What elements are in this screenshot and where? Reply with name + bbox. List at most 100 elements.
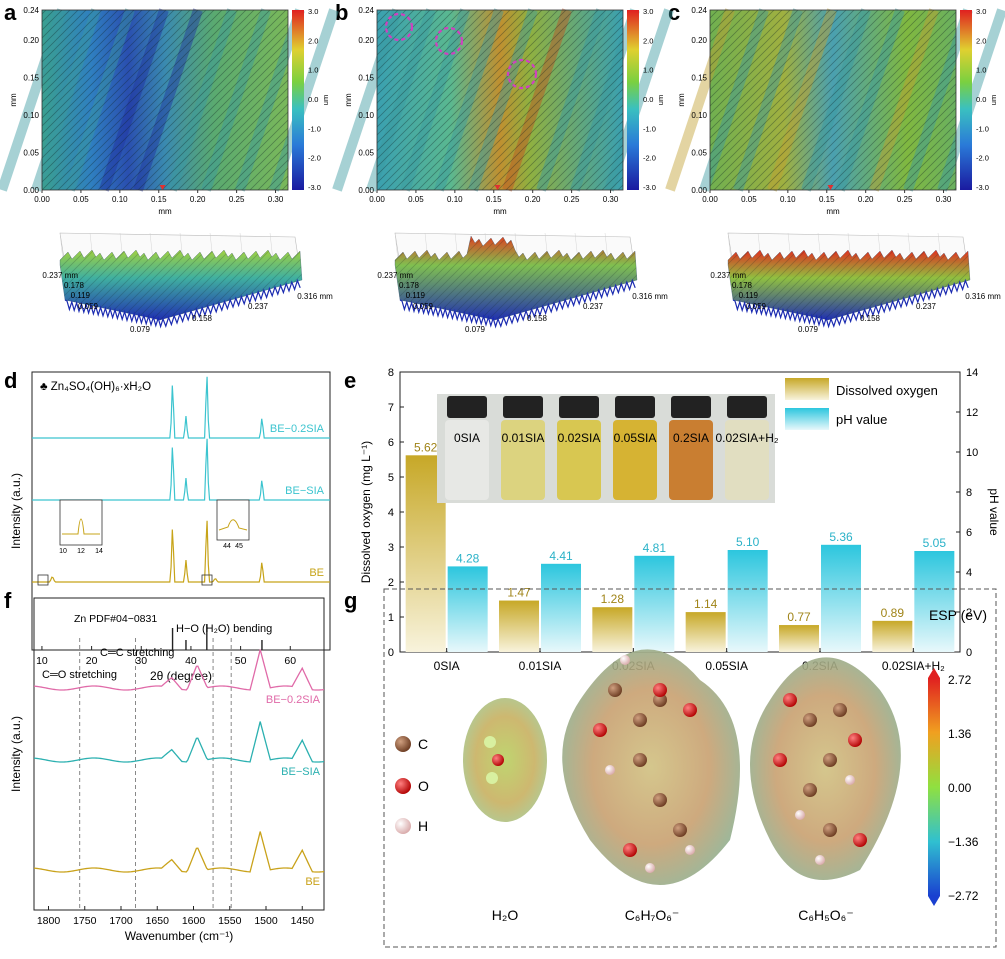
colorbar-tick-label: -1.0 xyxy=(976,124,989,133)
ftir-trace-label: BE−0.2SIA xyxy=(266,694,321,706)
data-label-dissolved-oxygen: 1.47 xyxy=(507,586,531,600)
map-y-axis-label: mm xyxy=(677,93,686,107)
surface-x-tick: 0.158 xyxy=(527,314,548,323)
esp-cloud-c6h7o6 xyxy=(562,649,740,885)
xrd-inset-left xyxy=(59,499,103,546)
data-label-dissolved-oxygen: 0.77 xyxy=(787,610,811,624)
highlight-circle xyxy=(384,12,414,42)
atom xyxy=(605,765,615,775)
esp-panel: C O H H₂O C₆H₇O₆⁻ C₆H₅O₆⁻ ESP (eV) 2.72 1.36 0.00… xyxy=(383,588,997,948)
surface-y-tick: 0.059 xyxy=(413,302,434,311)
map-y-tick-label: 0.05 xyxy=(358,149,374,158)
surface-y-tick: 0.178 xyxy=(732,281,753,290)
map-y-axis-label: mm xyxy=(9,93,18,107)
xrd-axes: 10 20 30 40 50 60 2θ (degree) Intensity (a.u.) ♣… xyxy=(9,371,331,683)
data-label-ph: 4.28 xyxy=(456,551,480,565)
molecule-label: C₆H₅O₆⁻ xyxy=(798,907,853,923)
x-tick-label: 0.02SIA+H₂ xyxy=(882,659,945,673)
bar-ph-value xyxy=(541,563,581,652)
colorbar-tick-label: 1.0 xyxy=(976,66,986,75)
ftir-x-tick-label: 1650 xyxy=(146,915,170,927)
map-frame xyxy=(41,9,289,191)
vial-label: 0.02SIA+H₂ xyxy=(715,431,778,445)
map-x-tick-label: 0.10 xyxy=(112,195,128,204)
vial-body xyxy=(501,420,545,500)
xrd-plot: 10 20 30 40 50 60 2θ (degree) Intensity (a.u.) ♣… xyxy=(9,371,331,683)
data-label-dissolved-oxygen: 1.28 xyxy=(601,592,625,606)
map-x-tick-label: 0.05 xyxy=(73,195,89,204)
map-y-tick-label: 0.05 xyxy=(691,149,707,158)
xrd-inset-right-trace xyxy=(218,519,248,531)
map-x-tick-label: 0.15 xyxy=(151,195,167,204)
surface-x-tick: 0.079 xyxy=(130,325,151,334)
map-y-tick-label: 0.24 xyxy=(23,6,39,15)
xrd-x-tick-label: 40 xyxy=(185,655,197,667)
atom xyxy=(815,855,825,865)
atom xyxy=(823,823,837,837)
map-x-tick-label: 0.00 xyxy=(702,195,718,204)
map-marker xyxy=(159,185,166,190)
xrd-x-axis-label: 2θ (degree) xyxy=(150,669,212,683)
ftir-x-tick-label: 1550 xyxy=(218,915,242,927)
colorbar-unit: um xyxy=(321,95,330,105)
surface-x-tick: 0.079 xyxy=(465,325,486,334)
map-colorbar xyxy=(292,10,304,190)
map-x-tick-label: 0.30 xyxy=(603,195,619,204)
ftir-x-tick-label: 1500 xyxy=(254,915,278,927)
colorbar-unit: um xyxy=(656,95,665,105)
ftir-x-tick-label: 1600 xyxy=(182,915,206,927)
xrd-trace xyxy=(32,520,330,583)
highlight-circle xyxy=(506,58,538,90)
atom xyxy=(833,703,847,717)
data-label-ph: 5.10 xyxy=(736,535,760,549)
data-label-ph: 5.05 xyxy=(923,536,947,550)
colorbar-tick-label: 3.0 xyxy=(643,7,653,16)
panel-letter-g: g xyxy=(344,588,357,613)
bar-ph-value xyxy=(447,566,488,652)
y-tick-label: 1 xyxy=(388,612,394,624)
surface-x-tick: 0.158 xyxy=(192,314,213,323)
map-x-tick-label: 0.00 xyxy=(34,195,50,204)
atom xyxy=(484,736,496,748)
surface-x-tick: 0.237 xyxy=(248,302,269,311)
esp-title: ESP (eV) xyxy=(929,607,987,623)
esp-panel-group: C O H H₂O C₆H₇O₆⁻ C₆H₅O₆⁻ ESP (eV) 2.72 1.36 0.00… xyxy=(383,588,997,948)
data-label-dissolved-oxygen: 1.14 xyxy=(694,597,718,611)
ftir-annotation: H−O (H₂O) bending xyxy=(176,623,272,635)
y2-tick-label: 12 xyxy=(966,407,978,419)
vial-label: 0.02SIA xyxy=(558,431,601,445)
surface-x-tick: 0.237 xyxy=(583,302,604,311)
map-y-tick-label: 0.05 xyxy=(23,149,39,158)
esp-colorbar-cap-bottom xyxy=(928,896,940,906)
ftir-x-tick-label: 1450 xyxy=(291,915,315,927)
atom xyxy=(803,713,817,727)
map-x-tick-label: 0.30 xyxy=(268,195,284,204)
ftir-trace xyxy=(33,649,325,691)
xrd-trace-label: BE−SIA xyxy=(285,485,324,497)
ftir-trace xyxy=(33,721,325,763)
atom xyxy=(795,810,805,820)
map-x-tick-label: 0.20 xyxy=(858,195,874,204)
height-map-b: 0.00 0.05 0.10 0.15 0.20 0.25 0.30 mm 0.00 0.05 0.… xyxy=(332,6,674,216)
legend-label-dissolved-oxygen: Dissolved oxygen xyxy=(836,383,938,398)
colorbar-tick-label: -1.0 xyxy=(643,124,656,133)
ftir-trace xyxy=(33,831,325,873)
esp-tick-label: −1.36 xyxy=(948,835,979,849)
atom xyxy=(653,793,667,807)
bar-ph-value xyxy=(914,551,955,652)
data-label-ph: 4.41 xyxy=(549,549,573,563)
bar-ph-value xyxy=(821,544,861,652)
atom xyxy=(633,753,647,767)
map-x-tick-label: 0.25 xyxy=(564,195,580,204)
xrd-legend: ♣ Zn₄SO₄(OH)₆·xH₂O xyxy=(40,381,151,393)
vial-body xyxy=(445,420,489,500)
surface-y-tick: 0.237 mm xyxy=(42,271,78,280)
panel-letter-a: a xyxy=(4,0,17,25)
map-x-axis-label: mm xyxy=(158,207,172,216)
y2-tick-label: 14 xyxy=(966,367,978,379)
map-x-tick-label: 0.20 xyxy=(525,195,541,204)
y-tick-label: 5 xyxy=(388,472,394,484)
map-x-tick-label: 0.10 xyxy=(780,195,796,204)
